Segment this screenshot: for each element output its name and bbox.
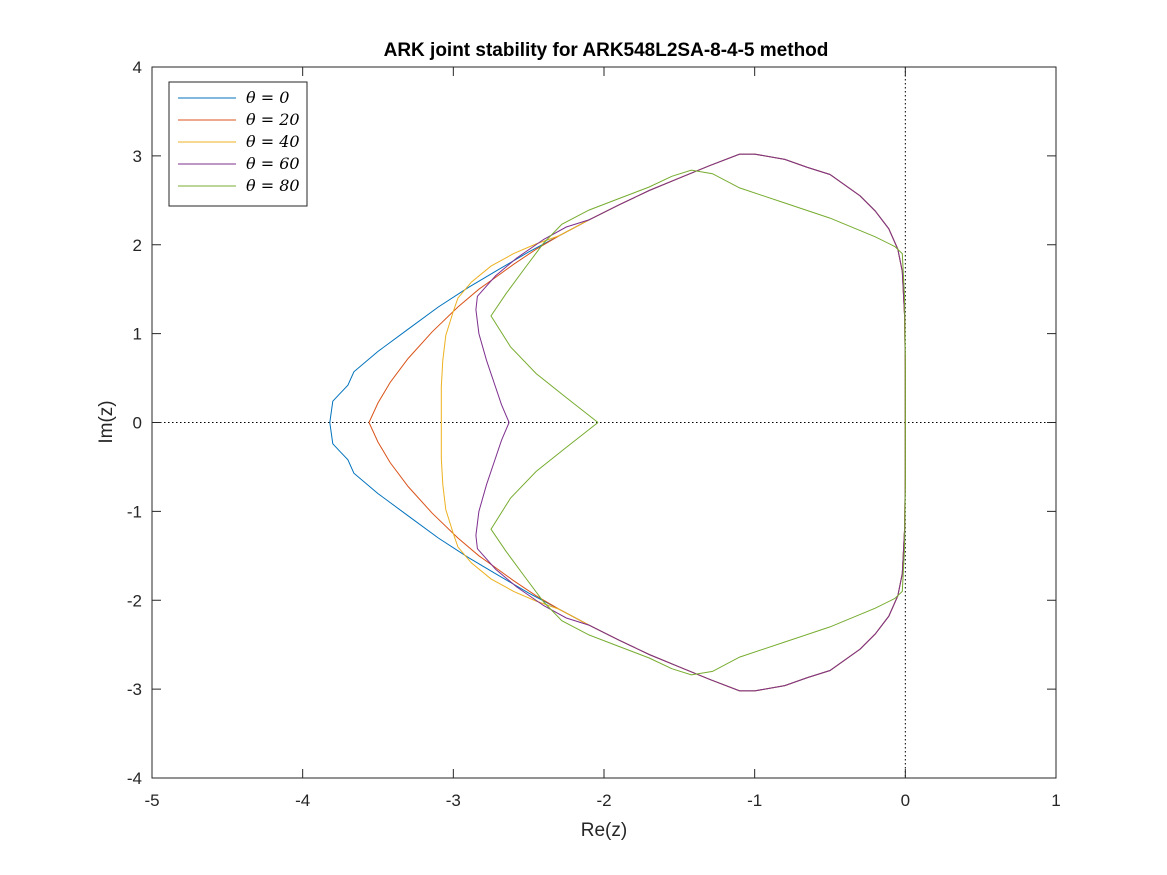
y-tick-label: -3 bbox=[127, 680, 142, 699]
legend-label-4: θ = 80 bbox=[246, 176, 300, 195]
legend-label-0: θ = 0 bbox=[246, 88, 289, 107]
x-tick-label: 1 bbox=[1051, 791, 1060, 810]
series-lines bbox=[329, 153, 906, 692]
y-tick-label: 3 bbox=[133, 147, 142, 166]
x-tick-labels: -5 -4 -3 -2 -1 0 1 bbox=[144, 791, 1060, 810]
y-tick-labels: -4 -3 -2 -1 0 1 2 3 4 bbox=[127, 58, 142, 788]
plot-frame bbox=[151, 66, 1057, 779]
y-tick-label: 1 bbox=[133, 325, 142, 344]
y-tick-label: -4 bbox=[127, 769, 142, 788]
x-tick-label: -4 bbox=[295, 791, 310, 810]
y-tick-label: 0 bbox=[133, 414, 142, 433]
legend-box bbox=[168, 81, 308, 207]
y-tick-label: 4 bbox=[133, 58, 142, 77]
x-tick-label: -5 bbox=[144, 791, 159, 810]
y-tick-label: 2 bbox=[133, 236, 142, 255]
y-tick-label: -1 bbox=[127, 502, 142, 521]
x-axis-label: Re(z) bbox=[581, 820, 627, 841]
y-axis-label: Im(z) bbox=[96, 400, 117, 443]
legend-label-3: θ = 60 bbox=[246, 154, 300, 173]
x-tick-label: 0 bbox=[901, 791, 910, 810]
series-line-4 bbox=[490, 169, 906, 676]
legend: θ = 0 θ = 20 θ = 40 θ = 60 θ = 80 bbox=[168, 81, 308, 207]
y-tick-label: -2 bbox=[127, 591, 142, 610]
chart-title: ARK joint stability for ARK548L2SA-8-4-5… bbox=[384, 40, 829, 61]
legend-label-2: θ = 40 bbox=[246, 132, 300, 151]
x-tick-label: -2 bbox=[596, 791, 611, 810]
x-tick-label: -1 bbox=[747, 791, 762, 810]
legend-label-1: θ = 20 bbox=[246, 110, 300, 129]
x-tick-label: -3 bbox=[446, 791, 461, 810]
